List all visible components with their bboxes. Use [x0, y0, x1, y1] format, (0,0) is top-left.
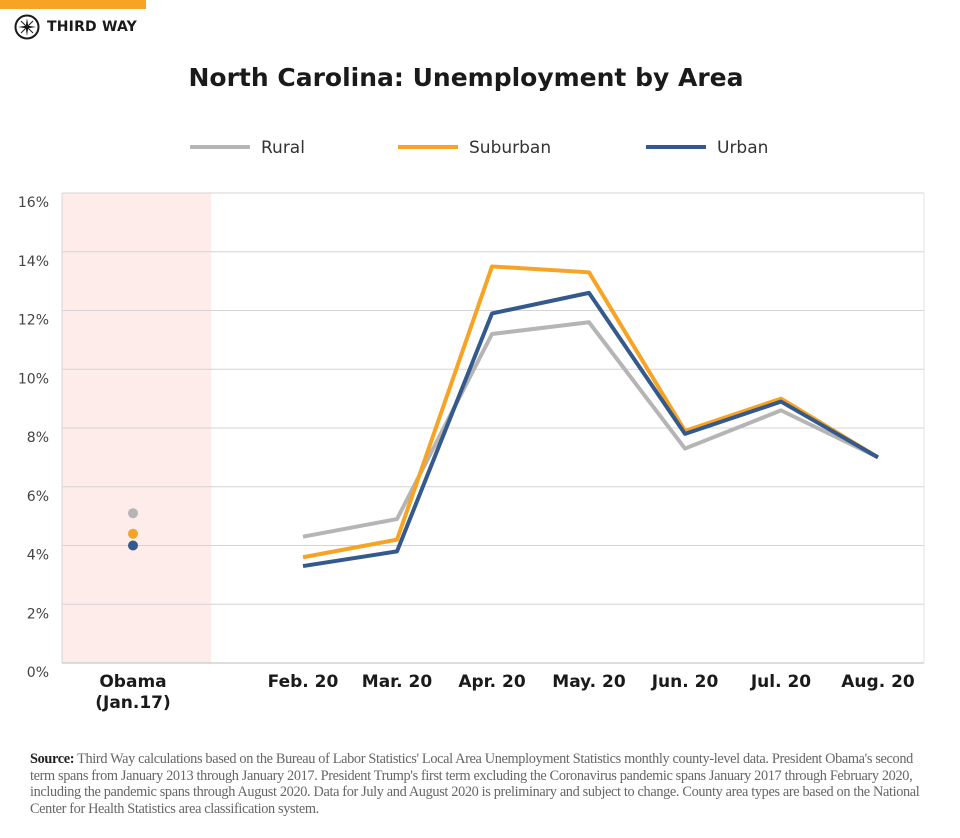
source-text: Third Way calculations based on the Bure… [30, 751, 920, 817]
series-line-suburban [302, 264, 880, 560]
obama-point-suburban [128, 528, 138, 539]
brand-name: THIRD WAY [47, 19, 137, 35]
y-tick-label: 10% [18, 371, 49, 387]
third-way-logo: THIRD WAY [14, 14, 137, 40]
chart-title: North Carolina: Unemployment by Area [188, 63, 744, 92]
y-tick-label: 16% [18, 195, 49, 211]
source-label: Source: [30, 751, 75, 767]
x-tick-label: (Jan.17) [95, 693, 171, 713]
x-tick-label: Apr. 20 [458, 672, 525, 692]
obama-point-urban [128, 540, 138, 551]
series-line-urban [302, 290, 879, 569]
x-tick-label: Obama [99, 672, 166, 692]
x-tick-label: Jul. 20 [750, 672, 811, 692]
y-tick-label: 4% [27, 548, 49, 564]
compass-icon [14, 14, 40, 40]
x-tick-label: Mar. 20 [362, 672, 433, 692]
accent-bar [0, 0, 146, 9]
line-chart: 0% 2% 4% 6% 8% 10% 12% 14% 16% Obama(Jan.17) Feb. … [18, 138, 925, 713]
legend-label-suburban: Suburban [469, 138, 551, 158]
y-tick-label: 12% [18, 313, 49, 329]
series-line-rural [302, 320, 879, 539]
y-tick-label: 14% [18, 254, 49, 270]
x-tick-label: Jun. 20 [651, 672, 719, 692]
legend-label-urban: Urban [717, 138, 768, 158]
x-tick-label: Aug. 20 [841, 672, 915, 692]
y-tick-label: 2% [27, 606, 49, 622]
x-tick-label: Feb. 20 [268, 672, 339, 692]
source-note: Source: Third Way calculations based on … [30, 751, 930, 817]
obama-point-rural [128, 508, 138, 519]
y-tick-label: 6% [27, 489, 49, 505]
legend-label-rural: Rural [261, 138, 305, 158]
x-tick-label: May. 20 [552, 672, 626, 692]
y-tick-label: 8% [27, 430, 49, 446]
y-tick-label: 0% [27, 665, 49, 681]
